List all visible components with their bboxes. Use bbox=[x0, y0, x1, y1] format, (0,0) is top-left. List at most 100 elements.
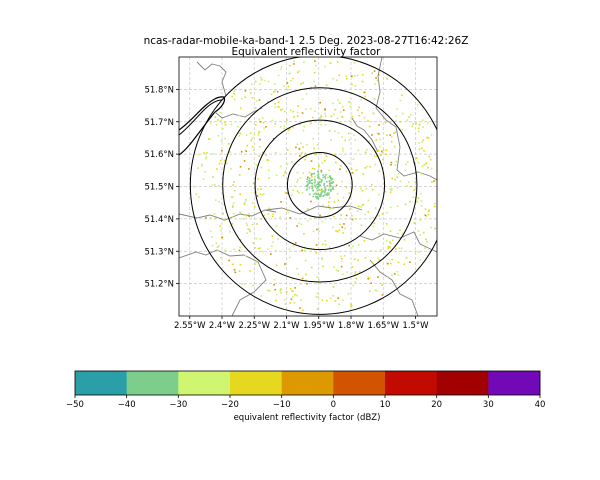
reflectivity-point bbox=[306, 178, 308, 181]
reflectivity-point bbox=[232, 184, 234, 186]
reflectivity-point bbox=[284, 192, 287, 194]
reflectivity-point bbox=[420, 193, 422, 195]
reflectivity-point bbox=[354, 139, 357, 141]
reflectivity-point bbox=[260, 166, 263, 169]
reflectivity-point bbox=[357, 259, 359, 261]
reflectivity-point bbox=[310, 86, 312, 89]
reflectivity-point bbox=[326, 180, 328, 183]
reflectivity-point bbox=[375, 155, 378, 157]
reflectivity-point bbox=[382, 158, 384, 161]
colorbar-tick-label: 0 bbox=[331, 400, 336, 410]
reflectivity-point bbox=[399, 229, 401, 232]
reflectivity-point bbox=[334, 130, 336, 133]
reflectivity-point bbox=[314, 180, 317, 182]
reflectivity-point bbox=[308, 179, 310, 182]
reflectivity-point bbox=[321, 257, 323, 259]
range-ring bbox=[222, 87, 418, 283]
reflectivity-point bbox=[275, 224, 278, 227]
reflectivity-point bbox=[311, 173, 314, 175]
reflectivity-point bbox=[298, 155, 301, 157]
reflectivity-point bbox=[308, 187, 311, 189]
reflectivity-point bbox=[244, 90, 247, 92]
reflectivity-point bbox=[304, 152, 307, 155]
reflectivity-point bbox=[217, 119, 219, 121]
reflectivity-point bbox=[389, 262, 392, 265]
reflectivity-point bbox=[328, 130, 331, 132]
reflectivity-point bbox=[258, 89, 261, 91]
reflectivity-point bbox=[280, 109, 282, 111]
reflectivity-point bbox=[265, 154, 267, 157]
reflectivity-point bbox=[328, 185, 331, 188]
reflectivity-point bbox=[314, 154, 316, 156]
reflectivity-point bbox=[332, 113, 335, 116]
reflectivity-point bbox=[296, 171, 299, 174]
coastline bbox=[179, 96, 226, 156]
reflectivity-point bbox=[302, 129, 305, 132]
reflectivity-point bbox=[324, 190, 326, 193]
reflectivity-point bbox=[210, 217, 212, 219]
reflectivity-point bbox=[291, 290, 293, 292]
reflectivity-point bbox=[271, 119, 274, 122]
reflectivity-point bbox=[324, 177, 327, 180]
reflectivity-point bbox=[299, 153, 302, 156]
reflectivity-point bbox=[249, 92, 252, 94]
reflectivity-point bbox=[275, 174, 278, 177]
reflectivity-point bbox=[317, 176, 319, 179]
reflectivity-point bbox=[224, 137, 226, 140]
reflectivity-point bbox=[350, 75, 353, 77]
reflectivity-point bbox=[324, 193, 326, 196]
reflectivity-point bbox=[314, 195, 317, 198]
reflectivity-point bbox=[333, 266, 335, 268]
reflectivity-point bbox=[371, 261, 374, 264]
reflectivity-point bbox=[231, 206, 234, 208]
reflectivity-point bbox=[244, 149, 247, 152]
reflectivity-point bbox=[327, 204, 330, 207]
reflectivity-point bbox=[230, 196, 233, 198]
reflectivity-point bbox=[364, 256, 367, 259]
reflectivity-point bbox=[286, 163, 289, 166]
y-axis-ticks: 51.2°N 51.3°N 51.4°N 51.5°N 51.6°N 51.7°N 51.8… bbox=[144, 85, 179, 290]
reflectivity-point bbox=[298, 147, 301, 150]
reflectivity-point bbox=[332, 286, 335, 288]
reflectivity-point bbox=[301, 192, 304, 194]
reflectivity-point bbox=[310, 266, 313, 269]
reflectivity-point bbox=[377, 276, 379, 278]
reflectivity-point bbox=[287, 211, 290, 214]
reflectivity-point bbox=[217, 134, 220, 137]
reflectivity-point bbox=[417, 130, 420, 133]
reflectivity-point bbox=[369, 166, 371, 168]
reflectivity-point bbox=[326, 192, 329, 195]
reflectivity-point bbox=[375, 139, 378, 141]
reflectivity-point bbox=[296, 115, 299, 117]
reflectivity-point bbox=[335, 79, 338, 82]
reflectivity-point bbox=[238, 174, 241, 176]
reflectivity-point bbox=[327, 201, 330, 203]
reflectivity-point bbox=[306, 184, 309, 187]
colorbar-segment bbox=[230, 371, 282, 395]
reflectivity-point bbox=[246, 144, 249, 147]
reflectivity-point bbox=[297, 191, 300, 194]
reflectivity-point bbox=[328, 246, 331, 249]
reflectivity-point bbox=[259, 145, 261, 148]
reflectivity-point bbox=[215, 199, 217, 201]
reflectivity-point bbox=[255, 237, 257, 240]
reflectivity-point bbox=[406, 185, 409, 187]
reflectivity-point bbox=[412, 161, 415, 164]
reflectivity-point bbox=[391, 274, 393, 276]
reflectivity-point bbox=[265, 159, 268, 161]
reflectivity-point bbox=[318, 195, 321, 198]
reflectivity-point bbox=[389, 134, 391, 136]
reflectivity-point bbox=[302, 309, 304, 312]
reflectivity-point bbox=[210, 236, 213, 238]
border-east-north bbox=[375, 57, 401, 148]
reflectivity-point bbox=[222, 219, 225, 221]
reflectivity-point bbox=[206, 152, 208, 154]
reflectivity-point bbox=[342, 196, 345, 199]
reflectivity-point bbox=[283, 85, 286, 87]
reflectivity-point bbox=[283, 110, 286, 113]
reflectivity-point bbox=[369, 290, 371, 292]
reflectivity-point bbox=[327, 176, 329, 179]
reflectivity-point bbox=[326, 193, 328, 196]
reflectivity-point bbox=[325, 155, 328, 157]
